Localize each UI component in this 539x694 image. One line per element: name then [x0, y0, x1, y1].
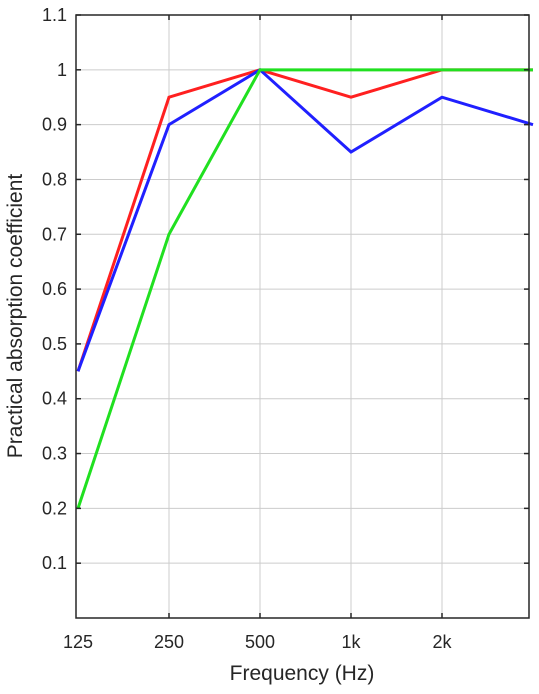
- x-axis-label: Frequency (Hz): [230, 662, 375, 685]
- y-tick-label: 1: [57, 60, 67, 80]
- series-line-3: [76, 68, 533, 509]
- y-tick-label: 0.2: [42, 498, 67, 518]
- y-tick-label: 0.9: [42, 115, 67, 135]
- x-tick-label: 1k: [341, 632, 361, 652]
- y-tick-label: 0.4: [42, 389, 67, 409]
- y-tick-label: 1.1: [42, 5, 67, 25]
- x-tick-label: 500: [245, 632, 275, 652]
- y-tick-labels: 0.1 0.2 0.3 0.4 0.5 0.6 0.7 0.8 0.9 1 1.1: [42, 5, 67, 573]
- y-tick-label: 0.3: [42, 444, 67, 464]
- x-tick-labels: 125 250 500 1k 2k: [63, 632, 453, 652]
- y-axis-label: Practical absorption coefficient: [4, 174, 27, 459]
- x-tick-label: 2k: [432, 632, 452, 652]
- y-tick-label: 0.5: [42, 334, 67, 354]
- axes: [75, 14, 530, 619]
- series-line-2: [76, 67, 534, 372]
- y-tick-label: 0.6: [42, 279, 67, 299]
- x-tick-label: 250: [154, 632, 184, 652]
- y-tick-label: 0.7: [42, 224, 67, 244]
- x-tick-label: 125: [63, 632, 93, 652]
- plot-frame: [75, 14, 530, 619]
- y-tick-label: 0.1: [42, 553, 67, 573]
- y-tick-label: 0.8: [42, 169, 67, 189]
- series-group: [76, 67, 534, 509]
- plot-background: [76, 15, 529, 618]
